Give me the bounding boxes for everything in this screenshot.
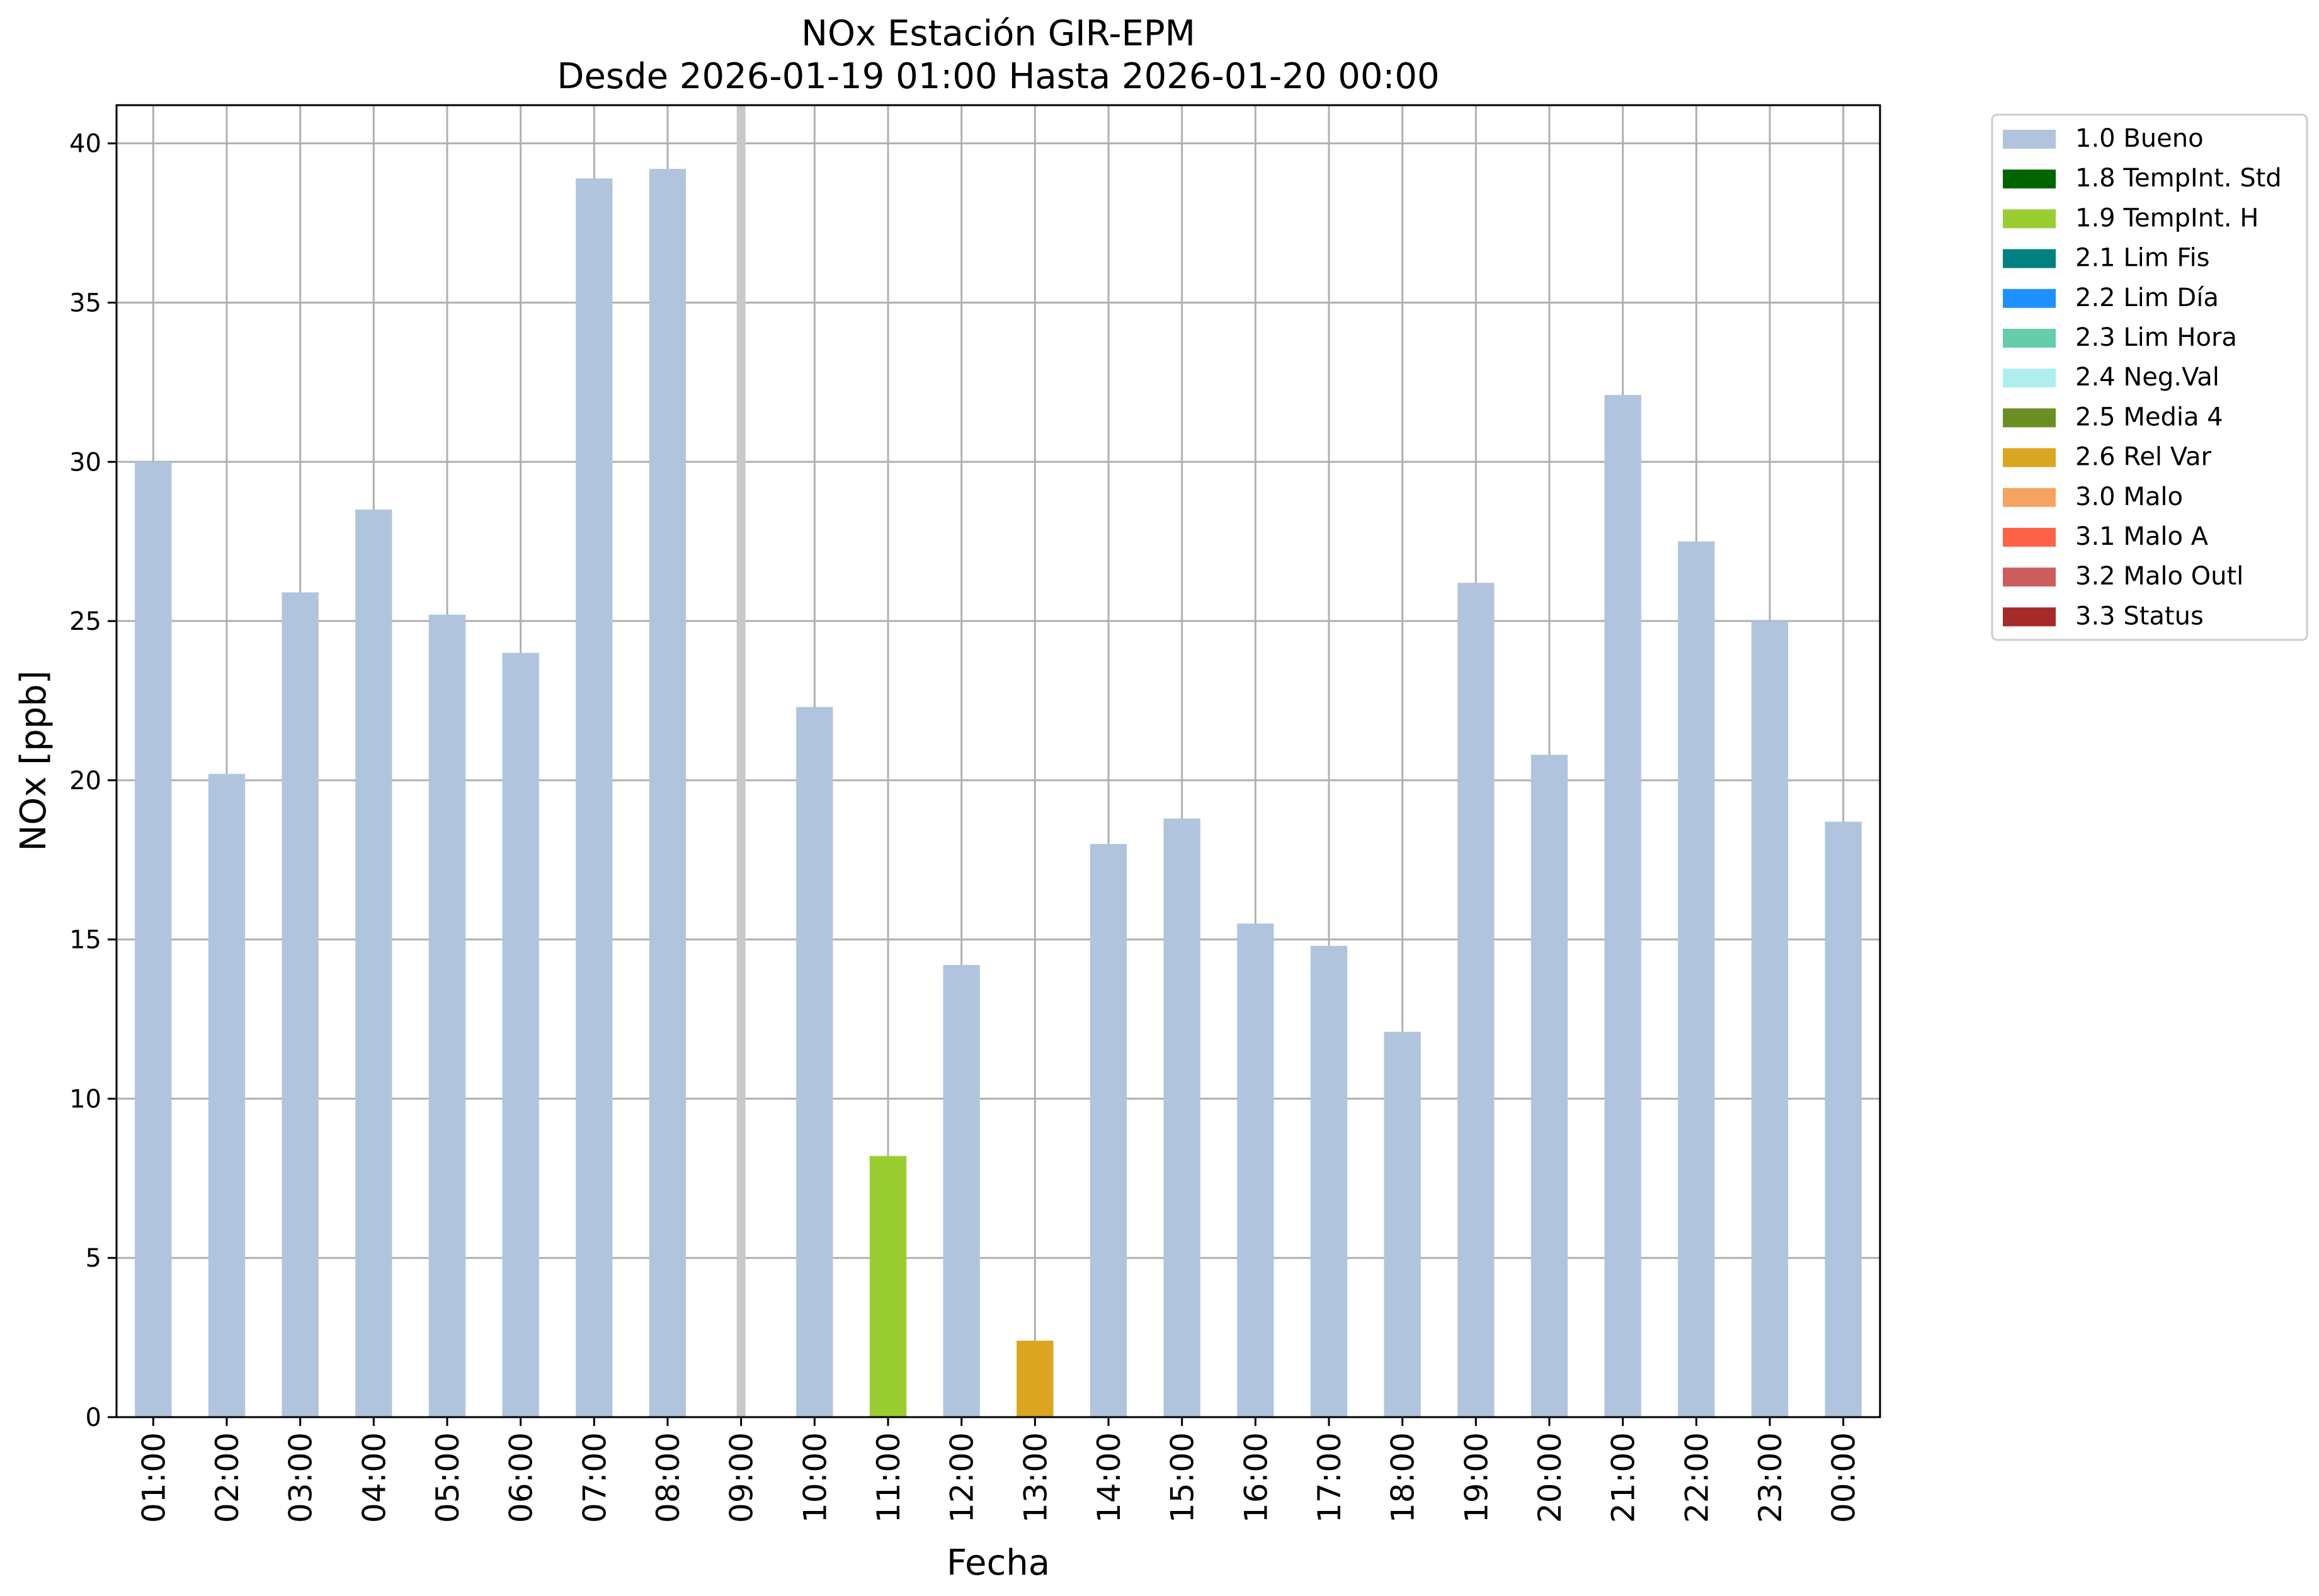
legend-label: 1.0 Bueno xyxy=(2075,124,2204,153)
x-tick-label: 05:00 xyxy=(430,1432,466,1523)
x-tick-label: 14:00 xyxy=(1091,1432,1127,1523)
plot-frame xyxy=(115,104,1881,1418)
bar xyxy=(355,510,392,1417)
y-axis-label: NOx [ppb] xyxy=(13,670,54,851)
legend-label: 3.2 Malo Outl xyxy=(2075,562,2243,591)
legend-label: 2.3 Lim Hora xyxy=(2075,323,2237,352)
y-tick-label: 30 xyxy=(69,448,101,477)
x-tick-label: 09:00 xyxy=(724,1432,760,1523)
bar xyxy=(1751,621,1789,1417)
x-axis: 01:00 02:00 03:00 04:00 05:00 06:00 07:00 08:00… xyxy=(135,1417,1862,1523)
y-tick-label: 40 xyxy=(69,130,101,159)
bar xyxy=(1237,923,1274,1417)
x-tick-label: 06:00 xyxy=(503,1432,540,1523)
legend-frame xyxy=(1991,113,2308,641)
legend-swatch xyxy=(2003,448,2056,467)
x-tick-label: 21:00 xyxy=(1605,1432,1642,1523)
legend-label: 3.3 Status xyxy=(2075,601,2204,630)
x-tick-label: 07:00 xyxy=(576,1432,613,1523)
x-tick-label: 08:00 xyxy=(650,1432,687,1523)
x-tick-label: 12:00 xyxy=(944,1432,981,1523)
x-tick-label: 04:00 xyxy=(356,1432,392,1523)
bar xyxy=(576,178,613,1418)
y-tick-label: 20 xyxy=(69,767,101,795)
legend-label: 1.8 TempInt. Std xyxy=(2075,164,2282,193)
legend-swatch xyxy=(2003,368,2056,388)
y-tick-label: 25 xyxy=(69,607,101,636)
x-tick-label: 20:00 xyxy=(1532,1432,1568,1523)
legend-swatch xyxy=(2003,130,2056,149)
bar-layer xyxy=(135,169,1862,1418)
bar xyxy=(1678,541,1715,1417)
y-tick-label: 5 xyxy=(86,1244,101,1273)
bar xyxy=(208,773,246,1417)
bar xyxy=(1457,583,1495,1417)
bar xyxy=(649,169,687,1418)
bar xyxy=(943,965,980,1417)
x-tick-label: 23:00 xyxy=(1752,1432,1789,1523)
x-tick-label: 22:00 xyxy=(1678,1432,1715,1523)
bar xyxy=(1604,395,1641,1417)
legend-swatch xyxy=(2003,288,2056,308)
y-axis: 0 5 10 15 20 25 30 35 40 xyxy=(69,130,117,1432)
legend-swatch xyxy=(2003,607,2056,627)
x-tick-label: 17:00 xyxy=(1311,1432,1348,1523)
legend-label: 3.0 Malo xyxy=(2075,482,2183,511)
bar xyxy=(135,462,172,1417)
bar xyxy=(1310,945,1348,1417)
x-tick-label: 18:00 xyxy=(1385,1432,1422,1523)
x-tick-label: 11:00 xyxy=(870,1432,907,1523)
legend-swatch xyxy=(2003,567,2056,587)
legend-swatch xyxy=(2003,528,2056,547)
x-tick-label: 13:00 xyxy=(1017,1432,1054,1523)
bar xyxy=(1017,1340,1054,1417)
x-tick-label: 16:00 xyxy=(1238,1432,1274,1523)
legend-swatch xyxy=(2003,169,2056,189)
legend: 1.0 Bueno 1.8 TempInt. Std 1.9 TempInt. H 2… xyxy=(1991,113,2308,641)
legend-label: 2.4 Neg.Val xyxy=(2075,363,2219,392)
bar xyxy=(502,653,539,1417)
legend-label: 2.1 Lim Fis xyxy=(2075,244,2209,273)
x-tick-label: 10:00 xyxy=(797,1432,833,1523)
bar xyxy=(428,614,466,1417)
legend-swatch xyxy=(2003,408,2056,428)
y-tick-label: 0 xyxy=(86,1403,101,1432)
chart-subtitle: Desde 2026-01-19 01:00 Hasta 2026-01-20 … xyxy=(557,56,1439,97)
y-tick-label: 35 xyxy=(69,288,101,317)
legend-swatch xyxy=(2003,487,2056,507)
legend-label: 2.2 Lim Día xyxy=(2075,283,2219,312)
bar xyxy=(1384,1032,1421,1417)
bar xyxy=(1530,755,1568,1417)
legend-swatch xyxy=(2003,209,2056,229)
x-axis-label: Fecha xyxy=(947,1542,1050,1583)
x-tick-label: 19:00 xyxy=(1458,1432,1495,1523)
y-tick-label: 15 xyxy=(69,926,101,955)
x-tick-label: 00:00 xyxy=(1826,1432,1862,1523)
legend-label: 1.9 TempInt. H xyxy=(2075,203,2259,232)
x-tick-label: 03:00 xyxy=(283,1432,319,1523)
bar xyxy=(869,1156,907,1417)
legend-label: 2.6 Rel Var xyxy=(2075,443,2212,472)
legend-label: 2.5 Media 4 xyxy=(2075,402,2223,431)
x-tick-label: 15:00 xyxy=(1165,1432,1201,1523)
x-tick-label: 02:00 xyxy=(209,1432,246,1523)
legend-swatch xyxy=(2003,249,2056,268)
legend-swatch xyxy=(2003,329,2056,348)
x-tick-label: 01:00 xyxy=(135,1432,172,1523)
legend-label: 3.1 Malo A xyxy=(2075,522,2209,551)
bar xyxy=(1090,843,1127,1417)
bar xyxy=(1163,818,1200,1417)
bar xyxy=(796,707,833,1417)
chart-title: NOx Estación GIR-EPM xyxy=(801,13,1195,54)
y-tick-label: 10 xyxy=(69,1085,101,1114)
bar xyxy=(282,592,319,1417)
bar xyxy=(1825,821,1862,1417)
